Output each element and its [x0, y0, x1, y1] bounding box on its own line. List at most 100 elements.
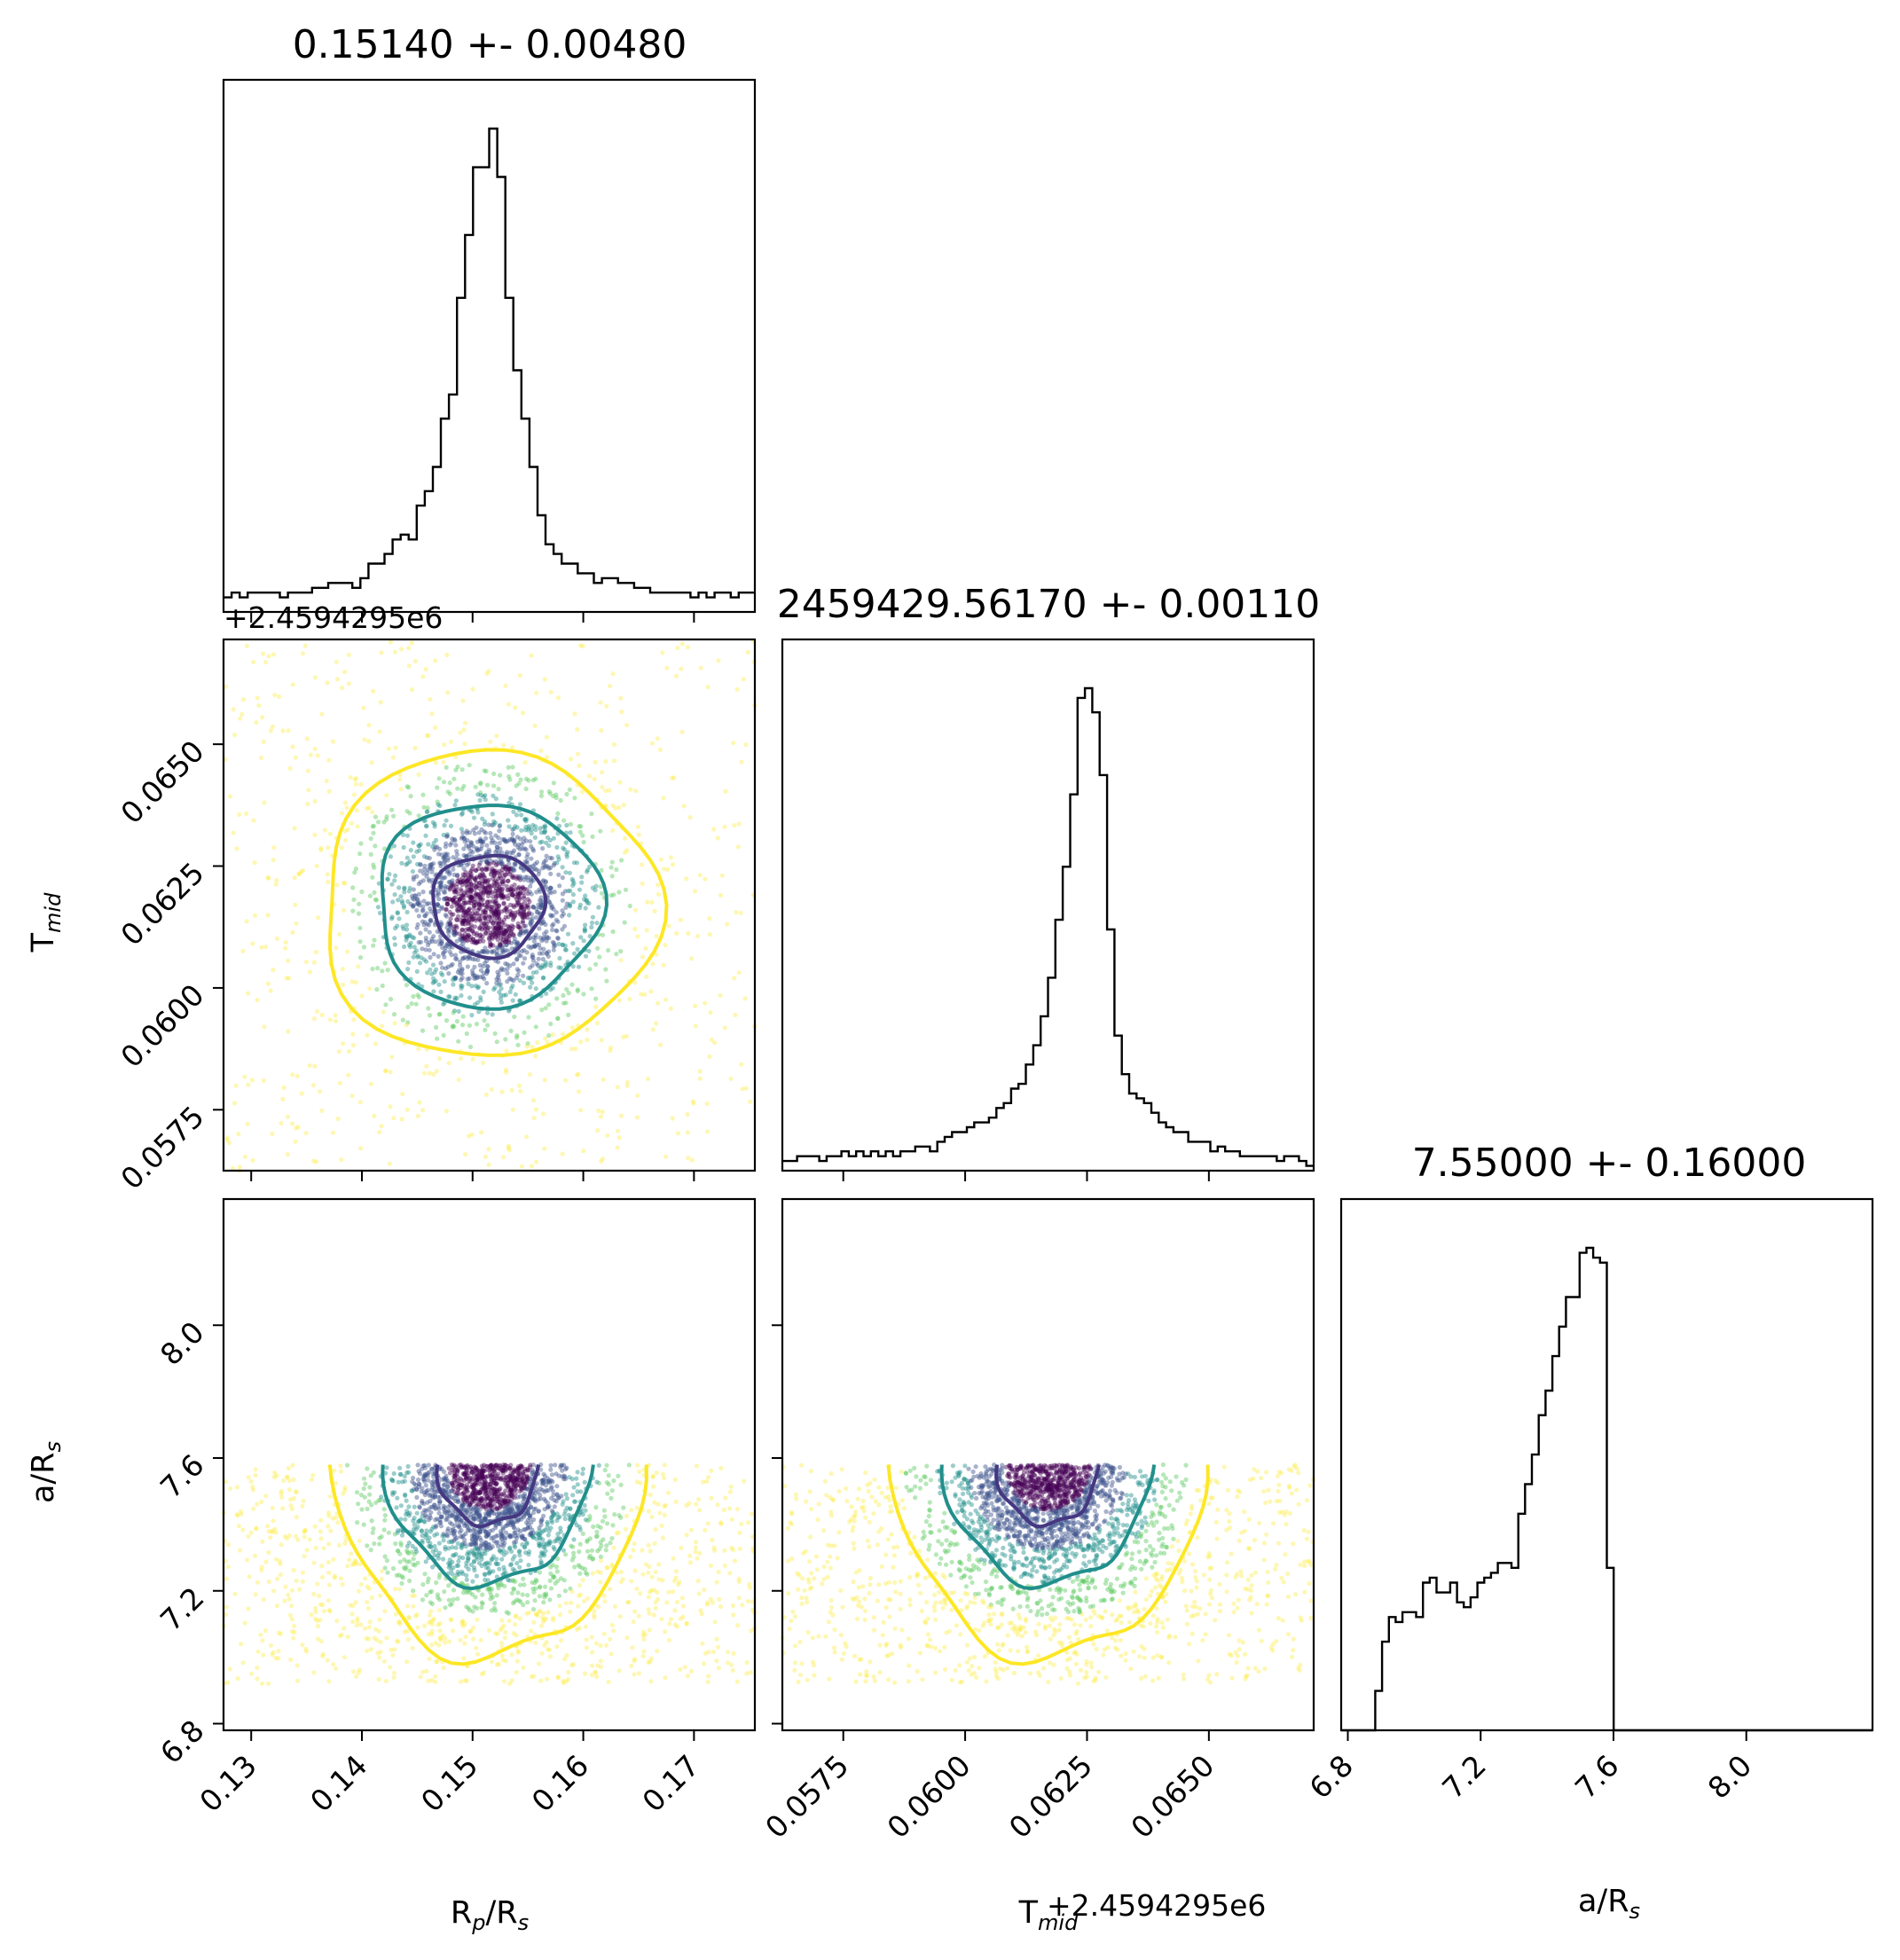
scatter-point — [640, 1633, 646, 1638]
scatter-point — [577, 906, 583, 911]
scatter-point — [593, 759, 598, 765]
scatter-point — [487, 1571, 492, 1576]
scatter-point — [530, 1044, 535, 1049]
scatter-point — [539, 951, 546, 956]
scatter-point — [604, 703, 609, 709]
scatter-point — [465, 956, 470, 961]
scatter-point — [542, 964, 547, 969]
scatter-point — [484, 905, 490, 910]
scatter-point — [540, 1111, 546, 1117]
scatter-point — [463, 854, 468, 859]
scatter-point — [482, 1018, 487, 1023]
scatter-point — [618, 1515, 624, 1520]
scatter-point — [485, 882, 491, 888]
scatter-point — [705, 1475, 711, 1480]
scatter-point — [444, 1473, 449, 1478]
scatter-point — [307, 969, 312, 975]
scatter-point — [458, 879, 463, 885]
scatter-point — [586, 948, 592, 953]
scatter-point — [270, 1131, 275, 1136]
scatter-point — [246, 1606, 251, 1611]
scatter-point — [259, 1681, 265, 1686]
scatter-point — [605, 1133, 610, 1138]
scatter-point — [550, 1032, 555, 1038]
scatter-point — [431, 976, 436, 981]
scatter-point — [534, 1536, 539, 1541]
scatter-point — [555, 811, 561, 817]
scatter-point — [630, 1645, 635, 1650]
scatter-point — [580, 1471, 585, 1477]
scatter-point — [511, 924, 516, 929]
scatter-point — [415, 1462, 420, 1468]
scatter-point — [486, 1627, 492, 1633]
scatter-point — [519, 842, 524, 847]
scatter-point — [326, 1524, 331, 1529]
scatter-point — [470, 1579, 475, 1584]
scatter-point — [499, 992, 504, 998]
scatter-point — [333, 1018, 339, 1023]
scatter-point — [644, 974, 649, 979]
scatter-point — [515, 921, 521, 926]
scatter-point — [568, 821, 574, 827]
scatter-point — [406, 785, 412, 790]
scatter-point — [480, 1592, 485, 1597]
scatter-point — [392, 1021, 397, 1026]
scatter-point — [258, 1632, 263, 1637]
scatter-point — [499, 866, 506, 872]
scatter-point — [405, 1549, 411, 1556]
scatter-point — [560, 891, 566, 897]
scatter-point — [461, 846, 467, 851]
scatter-point — [499, 891, 505, 897]
scatter-point — [518, 890, 523, 896]
offset-label-tmid-y: +2.4594295e6 — [224, 600, 443, 635]
scatter-point — [232, 1101, 238, 1106]
scatter-point — [468, 840, 474, 845]
scatter-point — [326, 1582, 332, 1588]
scatter-point — [616, 1135, 622, 1141]
scatter-point — [466, 1133, 472, 1139]
scatter-point — [423, 1559, 428, 1564]
scatter-point — [520, 1592, 525, 1597]
scatter-point — [326, 845, 331, 851]
scatter-point — [555, 695, 561, 701]
scatter-point — [481, 989, 486, 994]
scatter-point — [589, 986, 594, 992]
scatter-point — [266, 1579, 271, 1585]
scatter-point — [536, 956, 541, 961]
scatter-point — [543, 879, 548, 884]
scatter-point — [634, 1586, 640, 1592]
scatter-point — [631, 1548, 636, 1553]
scatter-point — [428, 1600, 433, 1605]
scatter-point — [412, 1563, 418, 1568]
scatter-point — [491, 783, 497, 788]
scatter-point — [610, 929, 616, 935]
scatter-point — [302, 1554, 307, 1559]
scatter-point — [633, 788, 639, 794]
scatter-point — [596, 905, 601, 910]
scatter-point — [490, 822, 495, 828]
scatter-point — [508, 912, 514, 917]
scatter-point — [697, 1508, 703, 1513]
scatter-point — [589, 1663, 595, 1668]
scatter-point — [427, 856, 432, 861]
scatter-point — [684, 1502, 689, 1508]
scatter-point — [420, 908, 425, 913]
scatter-point — [430, 962, 436, 968]
scatter-point — [703, 1527, 708, 1533]
scatter-point — [467, 976, 472, 981]
scatter-point — [676, 1582, 681, 1588]
scatter-point — [451, 1588, 457, 1593]
scatter-point — [444, 966, 449, 971]
scatter-point — [615, 1145, 620, 1150]
scatter-point — [309, 1477, 314, 1482]
scatter-point — [569, 1025, 576, 1031]
scatter-point — [365, 1466, 370, 1471]
scatter-point — [519, 904, 524, 909]
scatter-point — [546, 949, 552, 954]
scatter-point — [475, 975, 480, 980]
scatter-point — [543, 960, 548, 965]
scatter-point — [545, 835, 551, 840]
scatter-point — [462, 1641, 467, 1646]
scatter-point — [434, 837, 439, 843]
